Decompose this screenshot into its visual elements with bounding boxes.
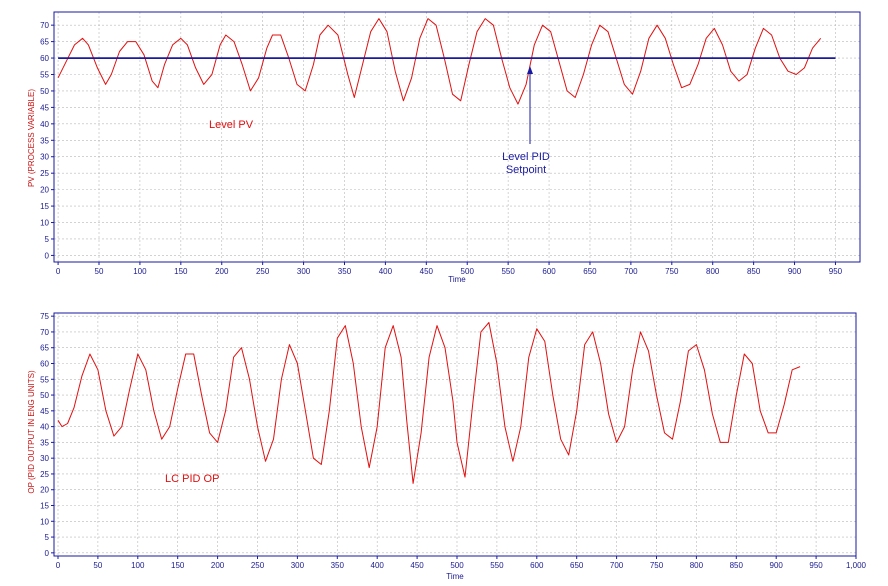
x-tick-label: 650 [583, 267, 597, 276]
y-tick-label: 70 [40, 21, 49, 30]
pv-chart-y-ticks: 0 5 10 15 20 25 30 35 40 45 50 55 60 65 70 [40, 21, 54, 260]
op-chart-x-ticks: 0 50 100 150 200 250 300 350 400 450 500 550 600 650 7… [56, 556, 867, 570]
x-tick-label: 1,000 [846, 561, 867, 570]
x-tick-label: 50 [93, 561, 102, 570]
x-tick-label: 350 [331, 561, 345, 570]
y-tick-label: 55 [40, 375, 49, 384]
y-tick-label: 30 [40, 454, 49, 463]
x-tick-label: 450 [420, 267, 434, 276]
pv-chart-x-axis-title: Time [448, 275, 466, 284]
y-tick-label: 70 [40, 328, 49, 337]
op-series-line [57, 322, 801, 484]
pv-chart-grid [54, 12, 860, 262]
y-tick-label: 40 [40, 423, 49, 432]
x-tick-label: 450 [410, 561, 424, 570]
op-chart-y-axis-title: OP (PID OUTPUT IN ENG UNITS) [27, 370, 36, 494]
y-tick-label: 5 [45, 533, 50, 542]
y-tick-label: 60 [40, 54, 49, 63]
x-tick-label: 600 [530, 561, 544, 570]
y-tick-label: 20 [40, 486, 49, 495]
x-tick-label: 400 [371, 561, 385, 570]
x-tick-label: 100 [131, 561, 145, 570]
y-tick-label: 10 [40, 517, 49, 526]
op-chart-x-axis-title: Time [446, 572, 464, 581]
x-tick-label: 350 [338, 267, 352, 276]
setpoint-annotation: Setpoint [506, 164, 546, 176]
x-tick-label: 50 [95, 267, 104, 276]
pv-chart: 0 50 100 150 200 250 300 350 400 450 500 550 600 650 7… [27, 11, 861, 284]
x-tick-label: 750 [650, 561, 664, 570]
y-tick-label: 15 [40, 202, 49, 211]
level-pv-annotation: Level PV [209, 119, 254, 131]
pv-chart-y-axis-title: PV (PROCESS VARIABLE) [27, 89, 36, 187]
y-tick-label: 35 [40, 438, 49, 447]
op-chart-series [57, 322, 801, 484]
pv-series-line [57, 18, 822, 105]
op-chart-grid [54, 313, 857, 556]
x-tick-label: 400 [379, 267, 393, 276]
x-tick-label: 250 [256, 267, 270, 276]
op-chart-y-ticks: 0 5 10 15 20 25 30 35 40 45 50 55 60 65 70 75 [40, 312, 54, 558]
x-tick-label: 150 [174, 267, 188, 276]
x-tick-label: 100 [133, 267, 147, 276]
pv-chart-frame [53, 11, 861, 263]
x-tick-label: 800 [690, 561, 704, 570]
y-tick-label: 15 [40, 502, 49, 511]
x-tick-label: 500 [450, 561, 464, 570]
pv-chart-x-ticks: 0 50 100 150 200 250 300 350 400 450 500 550 600 650 7… [56, 262, 843, 276]
x-tick-label: 200 [215, 267, 229, 276]
y-tick-label: 25 [40, 169, 49, 178]
x-tick-label: 0 [56, 561, 61, 570]
y-tick-label: 65 [40, 38, 49, 47]
op-chart: 0 50 100 150 200 250 300 350 400 450 500 550 600 650 7… [27, 312, 867, 581]
x-tick-label: 250 [251, 561, 265, 570]
lc-pid-op-annotation: LC PID OP [165, 473, 219, 485]
x-tick-label: 0 [56, 267, 61, 276]
y-tick-label: 45 [40, 103, 49, 112]
y-tick-label: 60 [40, 359, 49, 368]
op-chart-frame [53, 312, 857, 557]
x-tick-label: 200 [211, 561, 225, 570]
y-tick-label: 35 [40, 136, 49, 145]
y-tick-label: 45 [40, 407, 49, 416]
y-tick-label: 0 [45, 549, 50, 558]
y-tick-label: 10 [40, 219, 49, 228]
y-tick-label: 40 [40, 120, 49, 129]
y-tick-label: 25 [40, 470, 49, 479]
x-tick-label: 800 [706, 267, 720, 276]
x-tick-label: 850 [747, 267, 761, 276]
pv-chart-series [57, 18, 836, 105]
x-tick-label: 500 [461, 267, 475, 276]
x-tick-label: 700 [624, 267, 638, 276]
x-tick-label: 750 [665, 267, 679, 276]
y-tick-label: 5 [45, 235, 50, 244]
x-tick-label: 850 [730, 561, 744, 570]
y-tick-label: 75 [40, 312, 49, 321]
x-tick-label: 950 [829, 267, 843, 276]
x-tick-label: 550 [501, 267, 515, 276]
x-tick-label: 600 [542, 267, 556, 276]
x-tick-label: 900 [770, 561, 784, 570]
y-tick-label: 20 [40, 186, 49, 195]
y-tick-label: 30 [40, 153, 49, 162]
x-tick-label: 950 [809, 561, 823, 570]
x-tick-label: 650 [570, 561, 584, 570]
x-tick-label: 300 [291, 561, 305, 570]
x-tick-label: 300 [297, 267, 311, 276]
y-tick-label: 55 [40, 71, 49, 80]
x-tick-label: 900 [788, 267, 802, 276]
setpoint-arrow [527, 66, 533, 144]
x-tick-label: 550 [490, 561, 504, 570]
y-tick-label: 50 [40, 391, 49, 400]
y-tick-label: 65 [40, 344, 49, 353]
level-pid-annotation: Level PID [502, 151, 550, 163]
y-tick-label: 50 [40, 87, 49, 96]
y-tick-label: 0 [45, 251, 50, 260]
x-tick-label: 700 [610, 561, 624, 570]
x-tick-label: 150 [171, 561, 185, 570]
